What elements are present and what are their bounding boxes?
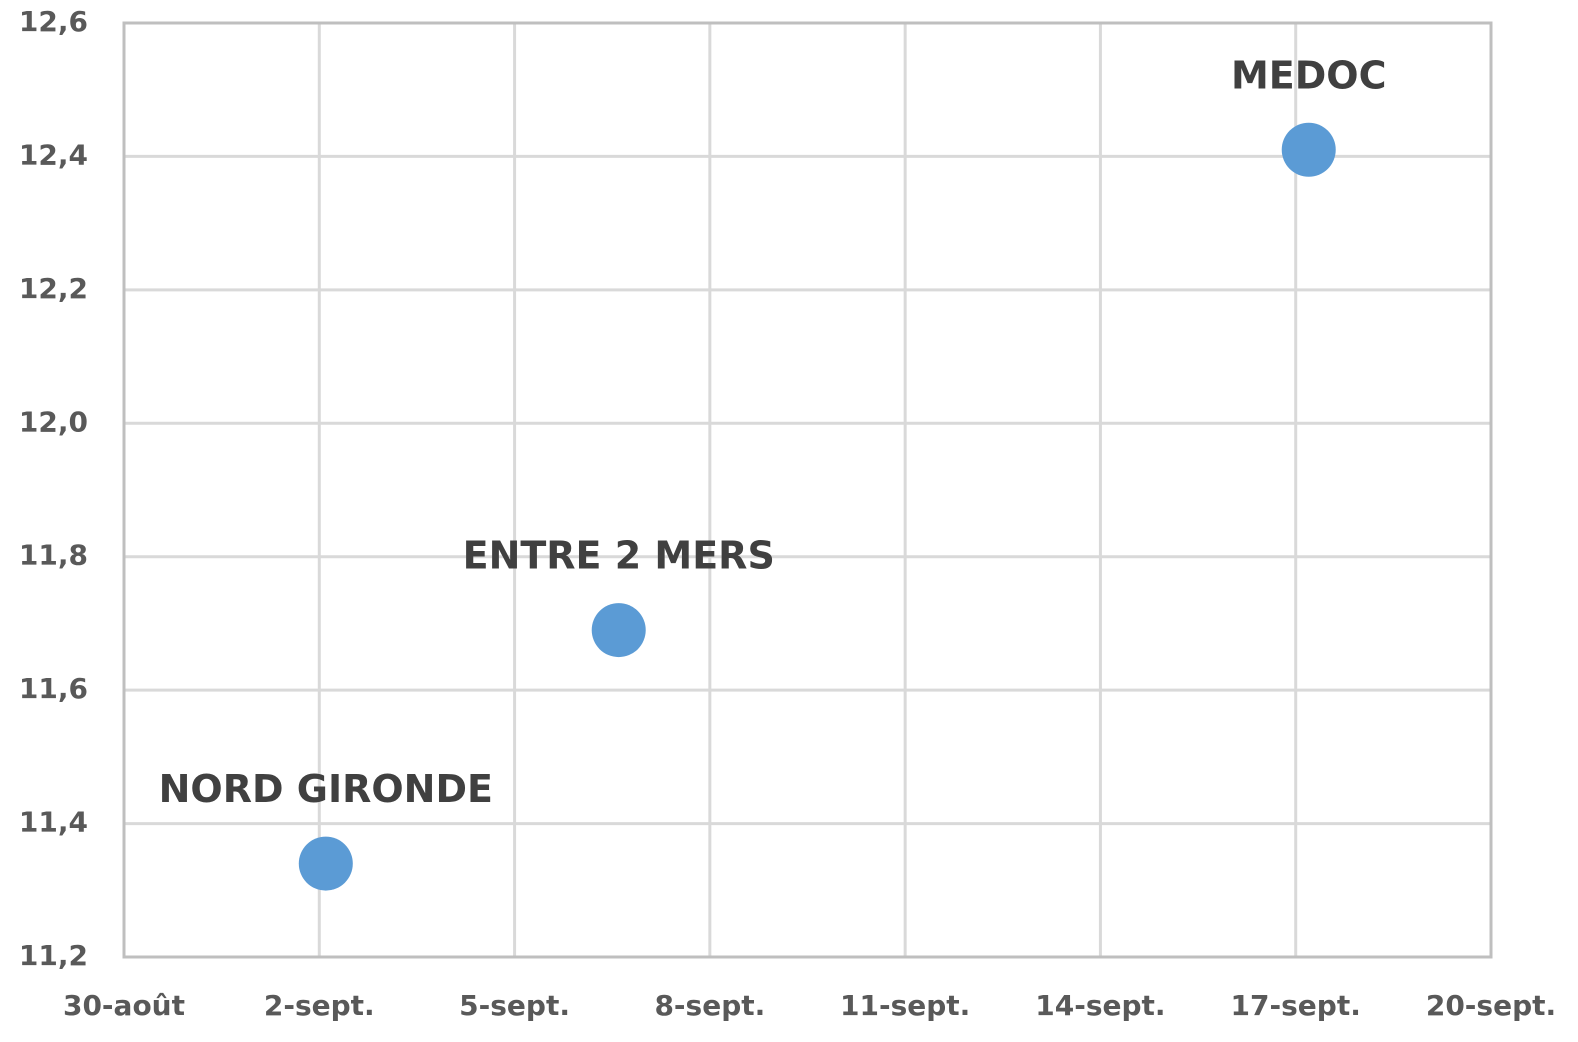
y-tick-label: 11,6 bbox=[19, 672, 88, 705]
y-tick-label: 11,2 bbox=[19, 939, 88, 972]
x-tick-label: 17-sept. bbox=[1231, 989, 1361, 1022]
x-tick-label: 8-sept. bbox=[654, 989, 765, 1022]
y-tick-label: 12,6 bbox=[19, 5, 88, 38]
y-tick-label: 12,2 bbox=[19, 272, 88, 305]
y-tick-label: 12,4 bbox=[19, 138, 88, 171]
plot-border bbox=[122, 21, 1493, 959]
x-tick-label: 14-sept. bbox=[1035, 989, 1165, 1022]
x-tick-label: 5-sept. bbox=[459, 989, 570, 1022]
y-tick-label: 11,4 bbox=[19, 806, 88, 839]
x-tick-label: 30-août bbox=[63, 989, 185, 1022]
x-tick-label: 2-sept. bbox=[264, 989, 375, 1022]
point bbox=[1281, 122, 1336, 177]
y-tick-label: 11,8 bbox=[19, 539, 88, 572]
x-tick-label: 20-sept. bbox=[1426, 989, 1556, 1022]
point bbox=[591, 603, 646, 658]
x-tick-label: 11-sept. bbox=[840, 989, 970, 1022]
point bbox=[298, 836, 353, 891]
point-label: MEDOC bbox=[1231, 53, 1387, 97]
point-label: ENTRE 2 MERS bbox=[463, 534, 775, 578]
point-label: NORD GIRONDE bbox=[159, 767, 493, 811]
y-tick-label: 12,0 bbox=[19, 405, 88, 438]
